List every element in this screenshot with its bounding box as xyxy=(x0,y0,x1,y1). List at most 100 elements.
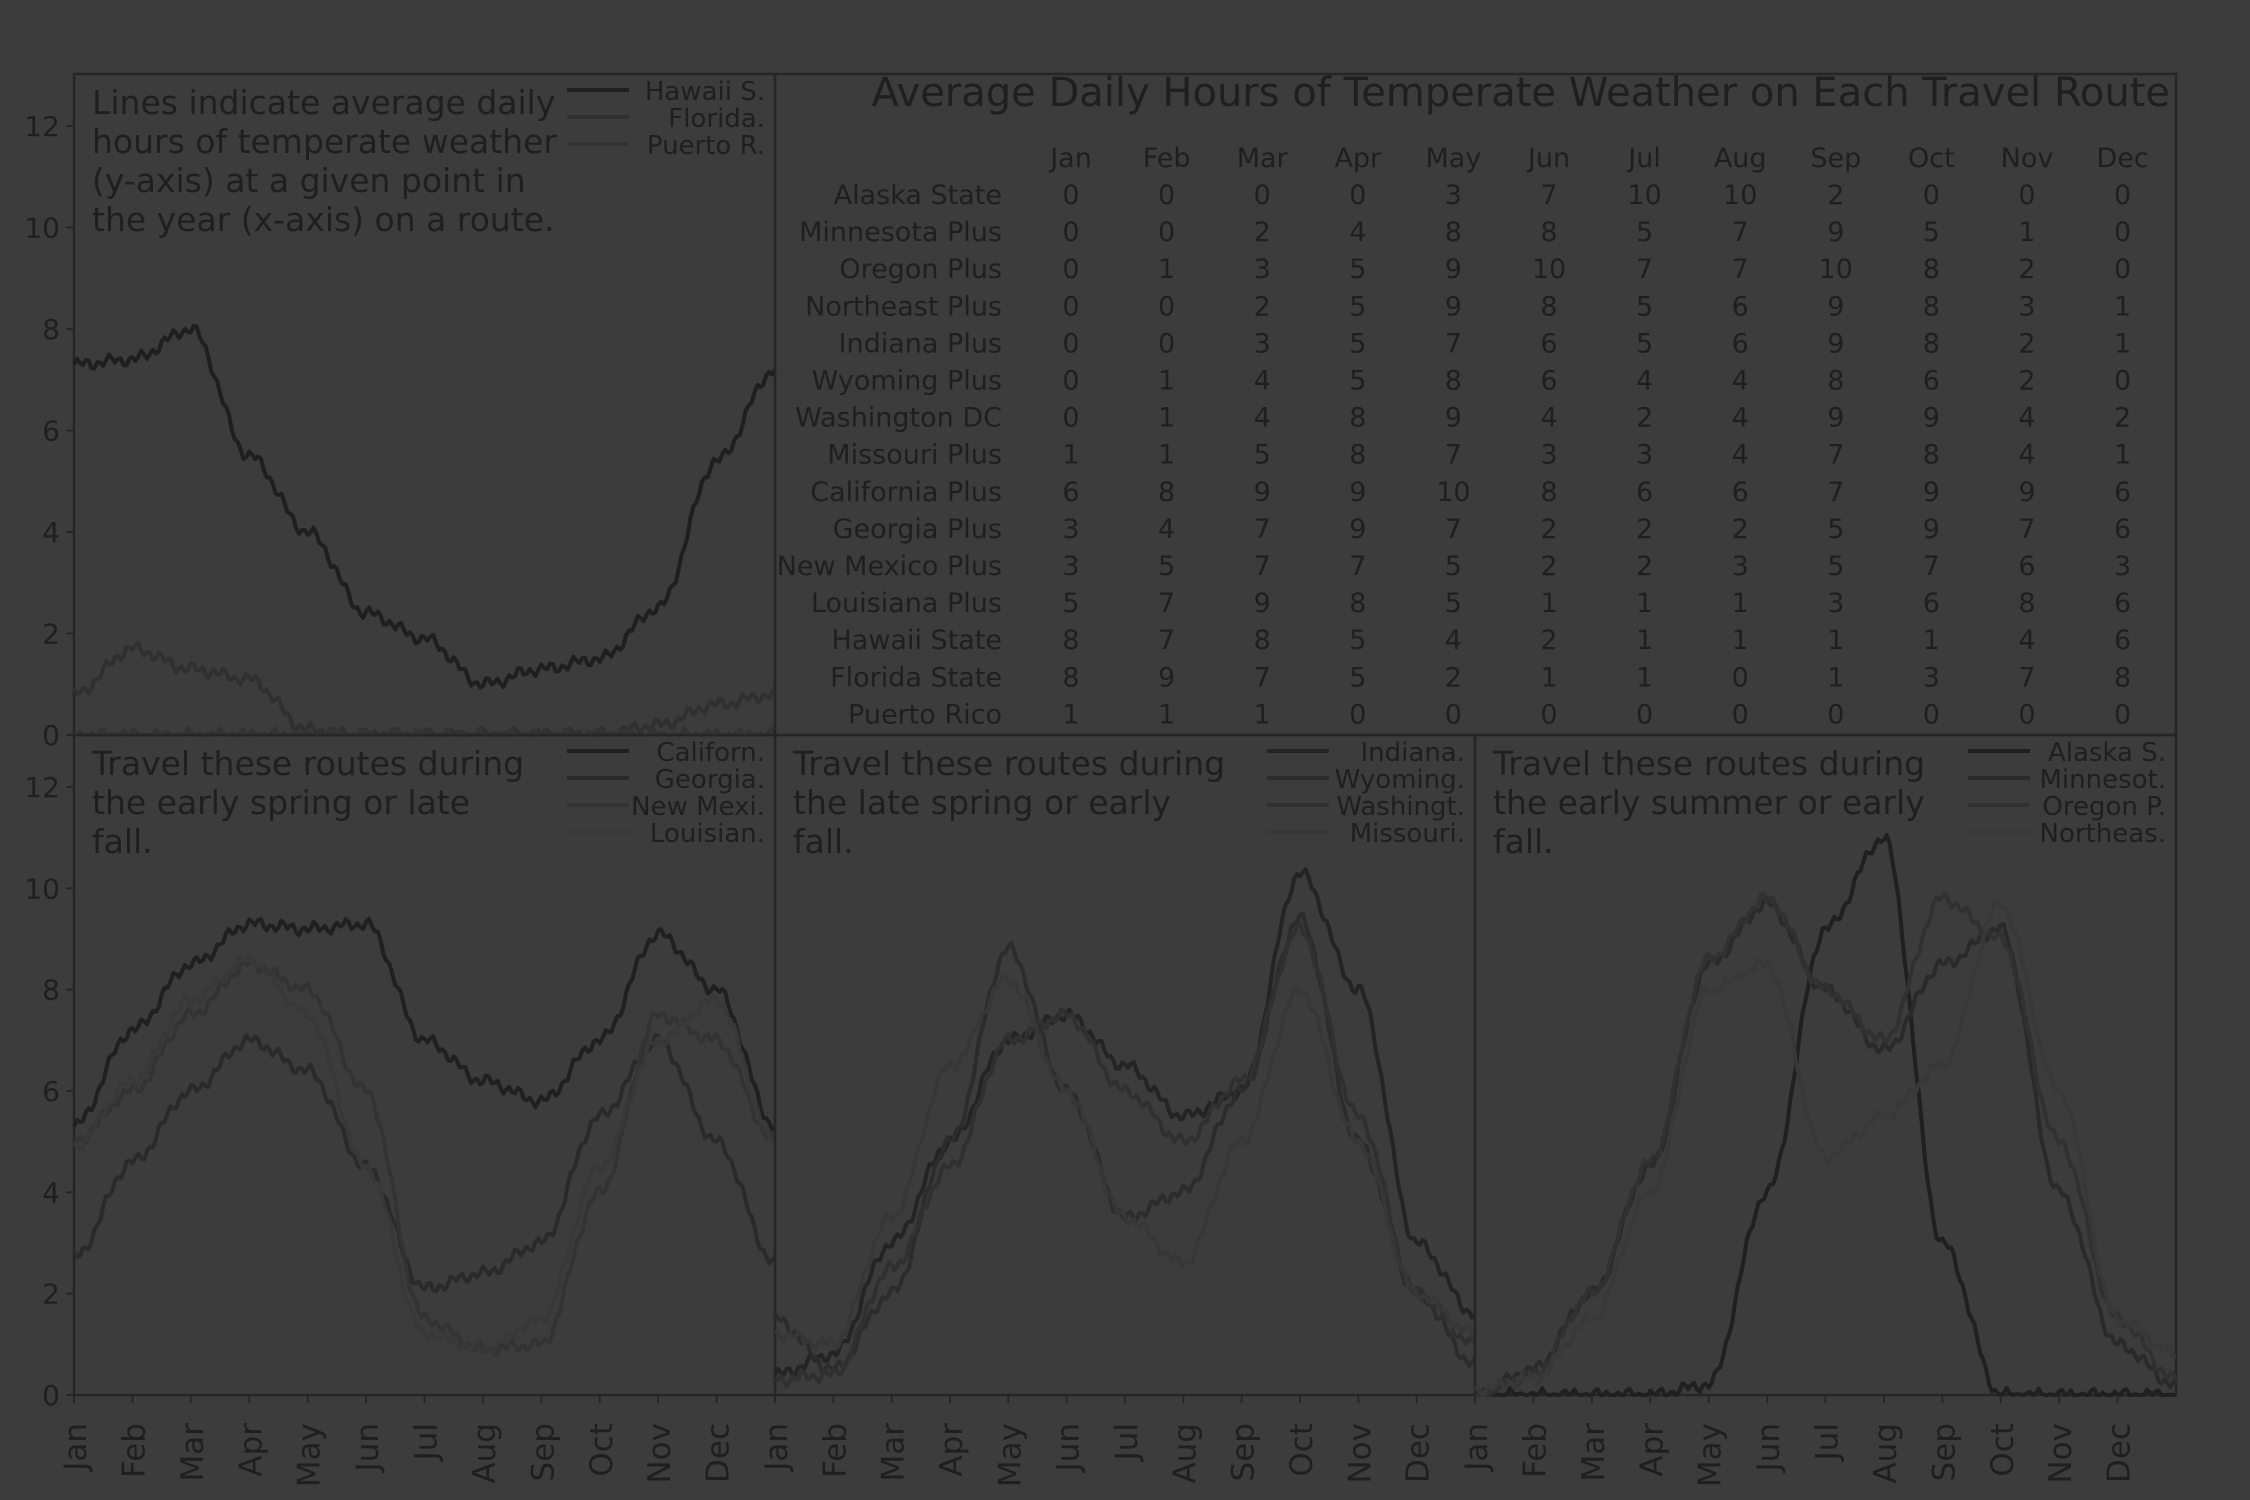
table-cell: 0 xyxy=(2018,699,2035,730)
table-cell: 1 xyxy=(2114,440,2131,471)
table-row-label: Georgia Plus xyxy=(833,514,1002,545)
table-cell: 2 xyxy=(1254,291,1271,322)
legend-label: Californ. xyxy=(656,738,765,768)
table-cell: 1 xyxy=(1636,662,1653,693)
table-cell: 0 xyxy=(1349,699,1366,730)
table-cell: 6 xyxy=(1732,291,1749,322)
table-cell: 5 xyxy=(1349,625,1366,656)
table-cell: 6 xyxy=(1923,588,1940,619)
table-cell: 5 xyxy=(1445,588,1462,619)
table-cell: 1 xyxy=(1158,254,1175,285)
table-cell: 0 xyxy=(1062,328,1079,359)
y-tick-label: 6 xyxy=(42,415,60,448)
table-cell: 3 xyxy=(1254,328,1271,359)
table-cell: 9 xyxy=(1254,477,1271,508)
legend-label: Hawaii S. xyxy=(645,77,765,107)
table-cell: 0 xyxy=(1062,180,1079,211)
panel-annotation: Travel these routes during xyxy=(1492,744,1925,783)
x-tick-label: Sep xyxy=(1926,1423,1962,1481)
table-cell: 2 xyxy=(2114,403,2131,434)
table-cell: 2 xyxy=(1732,514,1749,545)
table-cell: 0 xyxy=(1062,366,1079,397)
panel-annotation: fall. xyxy=(793,822,854,861)
legend-label: Wyoming. xyxy=(1335,765,1465,795)
table-cell: 4 xyxy=(1254,403,1271,434)
x-tick-label: Nov xyxy=(642,1423,678,1484)
table-cell: 6 xyxy=(1923,366,1940,397)
table-cell: 2 xyxy=(1827,180,1844,211)
table-cell: 5 xyxy=(1349,366,1366,397)
table-row-label: Indiana Plus xyxy=(839,328,1002,359)
x-tick-label: Nov xyxy=(1342,1423,1378,1484)
panel-annotation: the year (x-axis) on a route. xyxy=(92,200,555,239)
x-tick-label: Mar xyxy=(175,1423,211,1482)
table-cell: 0 xyxy=(1923,180,1940,211)
table-cell: 8 xyxy=(1540,217,1557,248)
table-cell: 10 xyxy=(1627,180,1661,211)
table-cell: 0 xyxy=(1062,403,1079,434)
table-cell: 4 xyxy=(2018,403,2035,434)
y-tick-label: 2 xyxy=(42,618,60,651)
table-row-label: Oregon Plus xyxy=(839,254,1002,285)
series-line-florida xyxy=(72,641,777,737)
x-tick-label: Feb xyxy=(817,1423,853,1478)
table-cell: 0 xyxy=(2114,180,2131,211)
table-cell: 2 xyxy=(2018,254,2035,285)
table-cell: 9 xyxy=(1254,588,1271,619)
table-row-label: Washington DC xyxy=(795,403,1002,434)
table-cell: 9 xyxy=(1827,291,1844,322)
x-tick-label: Sep xyxy=(525,1423,561,1481)
table-title: Average Daily Hours of Temperate Weather… xyxy=(872,70,2171,116)
series-line-georgia xyxy=(72,1033,777,1294)
table-column-header: Feb xyxy=(1143,143,1191,174)
panel-annotation: Travel these routes during xyxy=(792,744,1225,783)
table-cell: 1 xyxy=(1636,625,1653,656)
table-cell: 6 xyxy=(2114,477,2131,508)
table-cell: 0 xyxy=(1158,328,1175,359)
table-cell: 1 xyxy=(1158,366,1175,397)
table-cell: 1 xyxy=(1923,625,1940,656)
table-row-label: Louisiana Plus xyxy=(811,588,1002,619)
table-cell: 1 xyxy=(2114,291,2131,322)
legend-label: Georgia. xyxy=(655,765,765,795)
x-tick-label: Feb xyxy=(116,1423,152,1478)
table-cell: 4 xyxy=(1158,514,1175,545)
table-cell: 4 xyxy=(1540,403,1557,434)
panel-annotation: the early summer or early xyxy=(1493,783,1925,822)
table-cell: 9 xyxy=(1923,514,1940,545)
x-tick-label: May xyxy=(292,1423,328,1487)
table-cell: 10 xyxy=(1723,180,1757,211)
table-cell: 7 xyxy=(1540,180,1557,211)
x-tick-label: Nov xyxy=(2043,1423,2079,1484)
table-cell: 10 xyxy=(1819,254,1853,285)
legend-label: Oregon P. xyxy=(2042,792,2166,822)
table-cell: 5 xyxy=(1349,662,1366,693)
table-cell: 7 xyxy=(1445,328,1462,359)
table-cell: 7 xyxy=(1158,588,1175,619)
legend-label: Missouri. xyxy=(1350,819,1465,849)
table-cell: 4 xyxy=(2018,440,2035,471)
table-cell: 8 xyxy=(1349,403,1366,434)
panel-annotation: the late spring or early xyxy=(793,783,1171,822)
table-cell: 6 xyxy=(2114,588,2131,619)
table-cell: 4 xyxy=(1636,366,1653,397)
x-tick-label: Jan xyxy=(759,1423,795,1473)
table-cell: 8 xyxy=(2114,662,2131,693)
x-tick-label: Jan xyxy=(58,1423,94,1473)
table-cell: 4 xyxy=(1732,440,1749,471)
y-tick-label: 10 xyxy=(24,872,60,905)
x-tick-label: Jul xyxy=(409,1423,445,1462)
x-tick-label: Apr xyxy=(934,1423,970,1477)
series-line-missouri xyxy=(773,973,1476,1351)
y-tick-label: 8 xyxy=(42,313,60,346)
table-cell: 5 xyxy=(1349,291,1366,322)
series-line-northeas xyxy=(1473,899,2177,1397)
table-cell: 2 xyxy=(1254,217,1271,248)
table-cell: 8 xyxy=(1923,328,1940,359)
x-tick-label: Feb xyxy=(1517,1423,1553,1478)
legend-label: Indiana. xyxy=(1361,738,1465,768)
table-cell: 1 xyxy=(1062,440,1079,471)
series-line-louisian xyxy=(72,953,776,1357)
table-cell: 8 xyxy=(1540,477,1557,508)
